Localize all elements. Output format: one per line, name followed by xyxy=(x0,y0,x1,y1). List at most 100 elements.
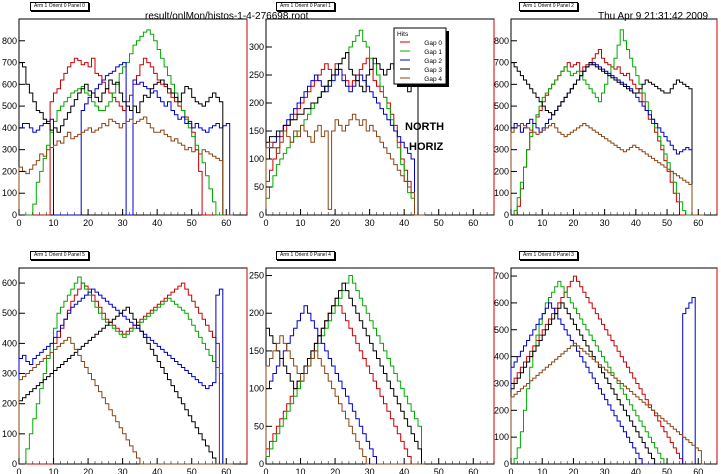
panel-2-series-3 xyxy=(510,62,705,216)
panel-3-series-0 xyxy=(510,275,705,465)
panel-3-xtick-label: 0 xyxy=(508,467,513,474)
panel-0-title: Arm 1 Orient 0 Panel 0 xyxy=(30,2,89,11)
panel-2-ytick-label: 300 xyxy=(494,145,509,155)
panel-2-xtick-label: 30 xyxy=(600,218,610,228)
panel-0-ytick-label: 800 xyxy=(2,36,17,46)
panel-1-title: Arm 1 Orient 0 Panel 1 xyxy=(276,2,335,11)
panel-0-ytick-label: 500 xyxy=(2,101,17,111)
panel-0-xtick-label: 10 xyxy=(49,218,59,228)
panel-1-xtick-label: 50 xyxy=(434,218,444,228)
panel-0-xtick-label: 0 xyxy=(16,218,21,228)
panel-5-series-3 xyxy=(18,306,234,465)
panel-3-ytick-label: 700 xyxy=(494,271,509,281)
panel-4-xtick-label: 30 xyxy=(365,467,375,474)
panel-2-title: Arm 1 Orient 0 Panel 2 xyxy=(519,2,578,11)
panel-3-xtick-label: 40 xyxy=(631,467,641,474)
panel-5-ytick-label: 300 xyxy=(2,369,17,379)
panel-2-frame xyxy=(510,18,718,216)
panel-1-legend xyxy=(393,27,447,85)
panel-1-legend-title: Hits xyxy=(397,31,409,38)
panel-3-title: Arm 1 Orient 0 Panel 3 xyxy=(519,251,578,260)
panel-0-ytick-label: 0 xyxy=(12,210,17,220)
panel-4-title: Arm 1 Orient 0 Panel 4 xyxy=(276,251,335,260)
panel-3-ytick-label: 500 xyxy=(494,325,509,335)
panel-4-ytick-label: 200 xyxy=(249,308,264,318)
panel-2-xtick-label: 10 xyxy=(537,218,547,228)
panel-1-legend-entry: Gap 2 xyxy=(424,58,442,65)
panel-2-xtick-label: 0 xyxy=(508,218,513,228)
panel-5-xtick-label: 20 xyxy=(83,467,93,474)
panel-0-ytick-label: 400 xyxy=(2,123,17,133)
timestamp-label: Thu Apr 9 21:31:42 2009 xyxy=(598,11,709,22)
panel-5-title: Arm 1 Orient 0 Panel 5 xyxy=(30,251,89,260)
panel-5-xtick-label: 60 xyxy=(221,467,231,474)
panel-1-ytick-label: 50 xyxy=(254,182,264,192)
panel-5-ytick-label: 600 xyxy=(2,278,17,288)
panel-5-xtick-label: 30 xyxy=(118,467,128,474)
panel-4-ytick-label: 0 xyxy=(259,459,264,469)
panel-0-xtick-label: 50 xyxy=(187,218,197,228)
panel-4-xtick-label: 20 xyxy=(330,467,340,474)
panel-1-xtick-label: 0 xyxy=(263,218,268,228)
panel-3-ytick-label: 600 xyxy=(494,298,509,308)
panel-2-series-4 xyxy=(510,123,705,216)
panel-3-ytick-label: 100 xyxy=(494,432,509,442)
panel-2-ytick-label: 100 xyxy=(494,188,509,198)
panel-3-ytick-label: 300 xyxy=(494,378,509,388)
panel-0-xtick-label: 20 xyxy=(83,218,93,228)
panel-1-ytick-label: 0 xyxy=(259,210,264,220)
panel-1-series-2 xyxy=(265,68,425,216)
panel-1-frame xyxy=(265,18,495,216)
panel-1-ytick-label: 150 xyxy=(249,126,264,136)
panel-4-ytick-label: 50 xyxy=(254,421,264,431)
panel-1-legend-entry: Gap 4 xyxy=(424,76,442,83)
panel-5-xtick-label: 10 xyxy=(49,467,59,474)
panel-0-xtick-label: 30 xyxy=(118,218,128,228)
panel-5-xtick-label: 0 xyxy=(16,467,21,474)
panel-2-series-1 xyxy=(511,29,705,216)
panel-0-ytick-label: 300 xyxy=(2,145,17,155)
panel-1-ytick-label: 250 xyxy=(249,70,264,80)
panel-0-ytick-label: 100 xyxy=(2,188,17,198)
panel-5-ytick-label: 0 xyxy=(12,459,17,469)
panel-2-series-0 xyxy=(511,49,705,216)
panel-3-xtick-label: 60 xyxy=(693,467,703,474)
panel-1-ytick-label: 300 xyxy=(249,42,264,52)
panel-5-ytick-label: 500 xyxy=(2,308,17,318)
panel-2-ytick-label: 200 xyxy=(494,166,509,176)
horiz-label: HORIZ xyxy=(409,141,444,153)
panel-1-ytick-label: 100 xyxy=(249,154,264,164)
panel-2-ytick-label: 700 xyxy=(494,58,509,68)
panel-1-xtick-label: 60 xyxy=(468,218,478,228)
panel-3-ytick-label: 0 xyxy=(504,459,509,469)
panel-3-xtick-label: 10 xyxy=(537,467,547,474)
panel-4-xtick-label: 10 xyxy=(296,467,306,474)
file-path-label: result/onlMon/histos-1-4-276698.root xyxy=(145,11,309,22)
panel-1-series-4 xyxy=(265,113,425,216)
panel-2-ytick-label: 0 xyxy=(504,210,509,220)
panel-5-ytick-label: 100 xyxy=(2,429,17,439)
panel-3-ytick-label: 400 xyxy=(494,352,509,362)
panel-3-series-1 xyxy=(511,280,705,465)
panel-5-series-1 xyxy=(19,276,234,465)
panel-3-xtick-label: 30 xyxy=(600,467,610,474)
panel-2-ytick-label: 600 xyxy=(494,79,509,89)
panel-2-xtick-label: 20 xyxy=(568,218,578,228)
panel-5-xtick-label: 40 xyxy=(152,467,162,474)
panel-0-ytick-label: 600 xyxy=(2,79,17,89)
panel-1-legend-entry: Gap 1 xyxy=(424,49,442,56)
panel-0-series-3 xyxy=(18,62,234,216)
panel-1-xtick-label: 30 xyxy=(365,218,375,228)
panel-2-ytick-label: 500 xyxy=(494,101,509,111)
panel-1-xtick-label: 10 xyxy=(296,218,306,228)
panel-4-series-0 xyxy=(265,297,425,465)
panel-0-ytick-label: 700 xyxy=(2,58,17,68)
panel-5-series-4 xyxy=(18,336,234,465)
panel-1-xtick-label: 40 xyxy=(399,218,409,228)
panel-2-xtick-label: 60 xyxy=(693,218,703,228)
panel-5-xtick-label: 50 xyxy=(187,467,197,474)
panel-3-xtick-label: 50 xyxy=(662,467,672,474)
panel-2-ytick-label: 800 xyxy=(494,36,509,46)
